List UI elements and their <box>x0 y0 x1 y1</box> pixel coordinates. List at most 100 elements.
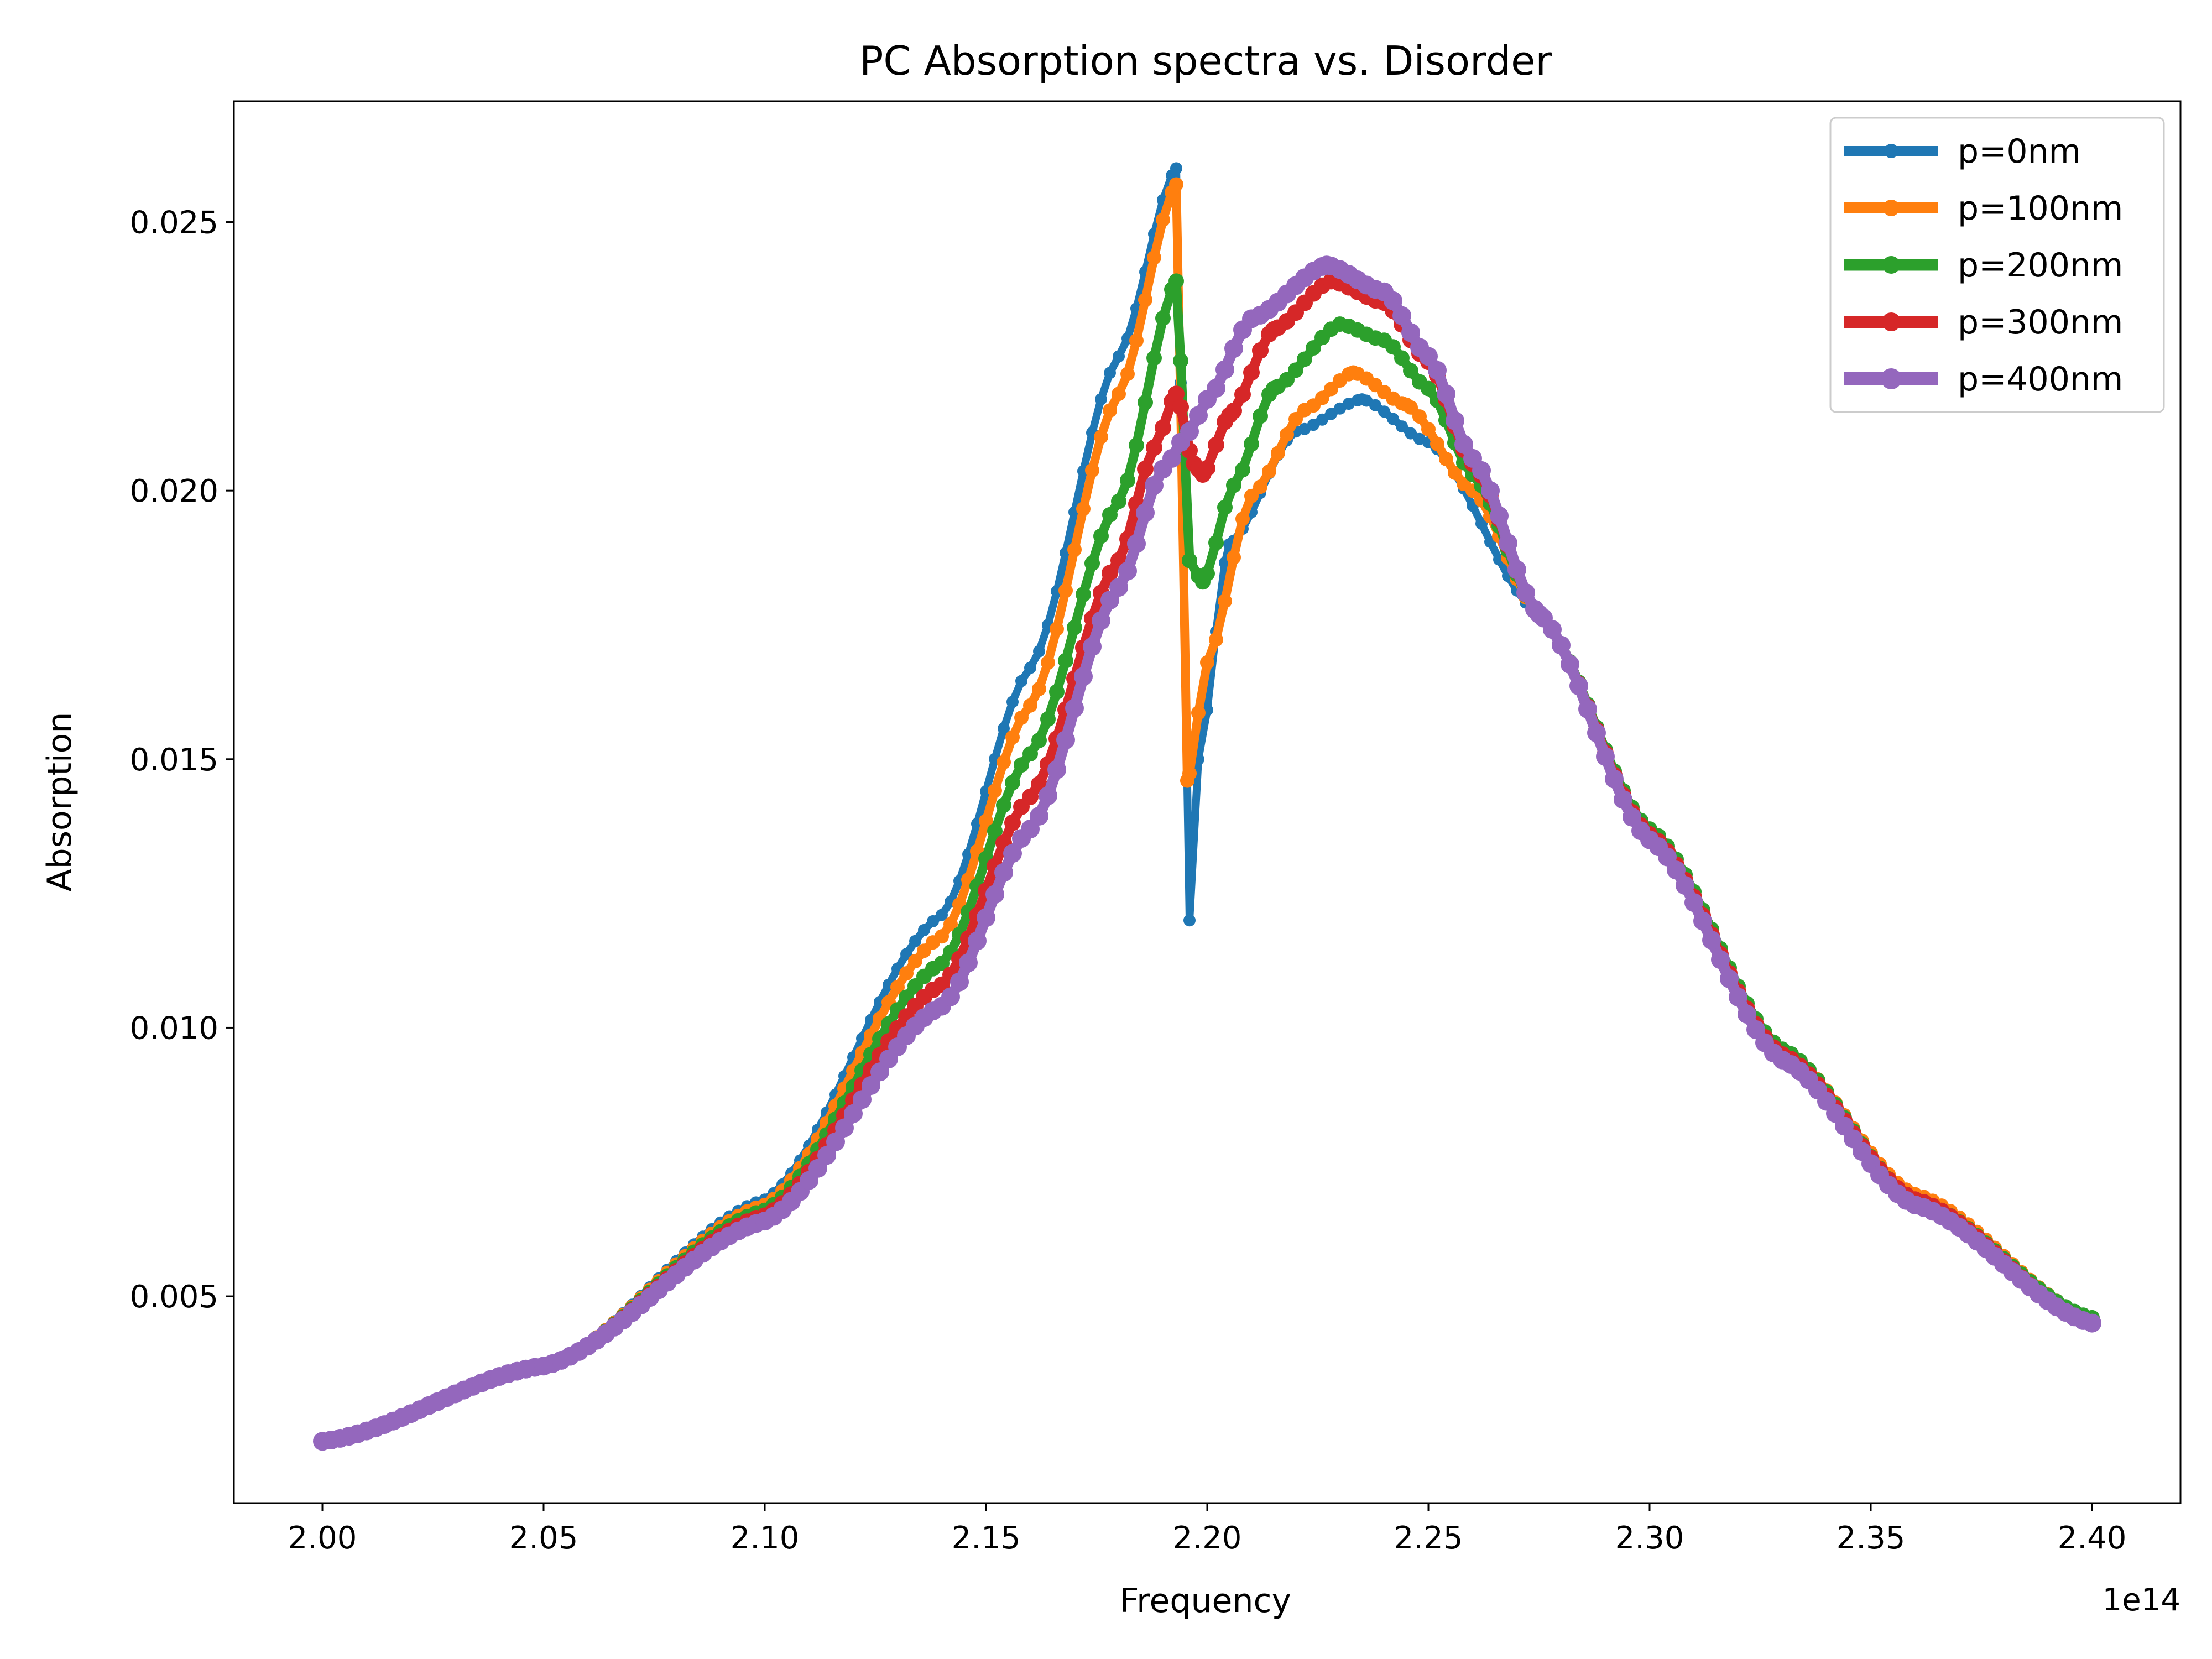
data-point <box>1102 507 1118 523</box>
data-point <box>1297 351 1312 367</box>
data-point <box>934 955 950 971</box>
data-point <box>1065 698 1084 718</box>
data-point <box>1226 477 1241 493</box>
data-point <box>1217 499 1233 515</box>
legend-label: p=200nm <box>1958 246 2123 285</box>
data-point <box>994 863 1013 882</box>
data-point <box>1421 422 1436 437</box>
data-point <box>890 980 905 995</box>
data-point <box>1022 788 1039 805</box>
data-point <box>853 1090 872 1109</box>
legend-marker <box>1884 144 1898 158</box>
x-tick-label: 2.00 <box>288 1520 357 1556</box>
x-axis-label: Frequency <box>1120 1582 1291 1620</box>
data-point <box>1180 422 1199 441</box>
data-point <box>1191 706 1206 721</box>
data-point <box>1169 177 1183 192</box>
data-point <box>1262 464 1276 479</box>
data-point <box>1138 293 1152 307</box>
data-point <box>1182 552 1197 568</box>
data-point <box>1032 681 1046 696</box>
data-point <box>1039 786 1057 805</box>
data-point <box>1307 419 1319 431</box>
data-point <box>1412 409 1427 424</box>
y-tick-label: 0.020 <box>130 473 218 509</box>
data-point <box>1093 528 1109 544</box>
data-point <box>1168 385 1185 403</box>
data-point <box>1005 730 1020 745</box>
data-point <box>1428 361 1447 380</box>
data-point <box>1172 399 1189 416</box>
data-point <box>1288 362 1303 378</box>
data-point <box>1058 653 1073 669</box>
data-point <box>1074 667 1093 686</box>
data-point <box>826 1132 845 1151</box>
data-point <box>1421 380 1436 397</box>
series-p=400nm <box>313 255 2101 1451</box>
data-point <box>1623 807 1641 827</box>
data-point <box>1136 503 1155 523</box>
y-tick-label: 0.005 <box>130 1279 218 1315</box>
data-point <box>1437 384 1455 404</box>
legend-marker <box>1883 200 1900 216</box>
data-point <box>1244 488 1259 503</box>
data-point <box>1041 655 1055 670</box>
data-point <box>1040 711 1056 727</box>
legend: p=0nm p=100nm p=200nm p=300nm p=400nm <box>1829 117 2165 413</box>
data-point <box>979 813 993 828</box>
data-point <box>908 954 922 968</box>
data-point <box>1306 340 1321 356</box>
data-point <box>909 935 921 947</box>
data-point <box>1552 635 1571 655</box>
legend-marker <box>1882 312 1901 331</box>
data-point <box>1200 655 1214 670</box>
data-point <box>1387 413 1399 425</box>
data-point <box>1104 367 1116 379</box>
data-point <box>1439 451 1453 466</box>
data-point <box>1209 632 1223 647</box>
data-point <box>844 1104 863 1123</box>
data-point <box>1684 893 1703 912</box>
data-point <box>1252 342 1269 359</box>
data-point <box>1404 400 1418 415</box>
data-point <box>1022 746 1038 762</box>
data-point <box>1031 732 1047 748</box>
data-point <box>1155 419 1171 436</box>
data-point <box>1094 429 1108 444</box>
data-point <box>1235 512 1250 526</box>
data-point <box>1499 534 1517 553</box>
data-point <box>1120 472 1135 488</box>
data-point <box>1244 436 1259 452</box>
data-point <box>1392 306 1411 325</box>
data-point <box>1067 542 1082 557</box>
data-point <box>1127 534 1146 554</box>
x-tick-label: 2.10 <box>731 1520 800 1556</box>
x-tick-label: 2.30 <box>1615 1520 1684 1556</box>
legend-marker <box>1881 368 1902 389</box>
data-point <box>1218 593 1232 608</box>
data-point <box>862 1076 880 1095</box>
data-point <box>1033 645 1045 658</box>
data-point <box>1147 250 1161 265</box>
data-point <box>1137 461 1154 477</box>
data-point <box>968 931 987 951</box>
data-point <box>1271 446 1285 461</box>
data-point <box>1183 914 1196 927</box>
data-point <box>1162 448 1181 468</box>
data-point <box>927 915 939 927</box>
data-point <box>936 909 948 921</box>
data-point <box>1156 212 1170 227</box>
data-point <box>1587 723 1606 743</box>
data-point <box>1189 406 1208 425</box>
data-point <box>1085 463 1099 478</box>
data-point <box>1403 363 1418 379</box>
data-point <box>1199 460 1215 477</box>
data-point <box>1561 655 1579 674</box>
data-point <box>899 966 914 981</box>
data-point <box>1207 379 1225 398</box>
data-point <box>1702 931 1721 950</box>
data-point <box>1225 402 1242 419</box>
data-point <box>1472 461 1491 480</box>
data-point <box>1199 566 1215 582</box>
